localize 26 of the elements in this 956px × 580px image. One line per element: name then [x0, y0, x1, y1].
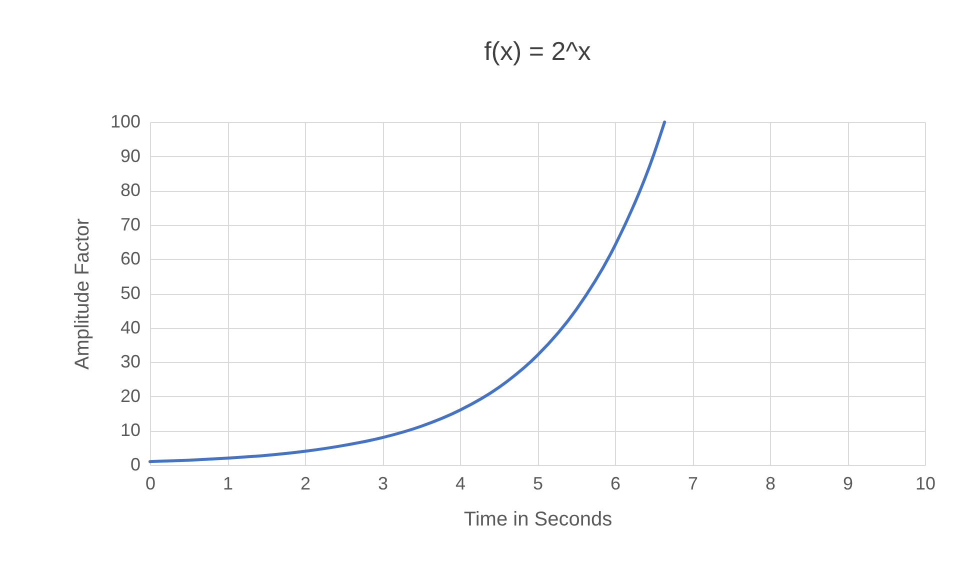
y-tick-label: 0 — [130, 454, 140, 474]
y-tick-label: 10 — [120, 420, 140, 440]
y-tick-label: 70 — [120, 214, 140, 234]
x-tick-label: 10 — [915, 474, 936, 494]
y-tick-label: 20 — [120, 386, 140, 406]
y-tick-label: 50 — [120, 283, 140, 303]
x-tick-label: 0 — [145, 474, 156, 494]
y-tick-label: 60 — [120, 248, 140, 269]
x-tick-label: 1 — [222, 474, 234, 494]
y-axis-title: Amplitude Factor — [71, 218, 94, 370]
line-series — [148, 120, 666, 464]
x-tick-label: 6 — [610, 474, 621, 494]
chart-title: f(x) = 2^x — [484, 36, 591, 66]
y-tick-label: 90 — [120, 146, 140, 166]
y-tick-label: 30 — [120, 352, 140, 372]
y-tick-label: 80 — [120, 180, 140, 200]
x-tick-label: 9 — [842, 474, 854, 494]
x-tick-label: 3 — [378, 474, 388, 494]
x-tick-label: 5 — [532, 474, 544, 494]
y-tick-label: 40 — [120, 317, 140, 338]
x-axis-title: Time in Seconds — [464, 508, 612, 530]
y-tick-label: 100 — [110, 112, 140, 132]
x-tick-label: 8 — [765, 474, 776, 494]
x-tick-label: 7 — [688, 474, 698, 494]
x-tick-label: 4 — [455, 474, 466, 494]
x-tick-label: 2 — [300, 474, 311, 494]
